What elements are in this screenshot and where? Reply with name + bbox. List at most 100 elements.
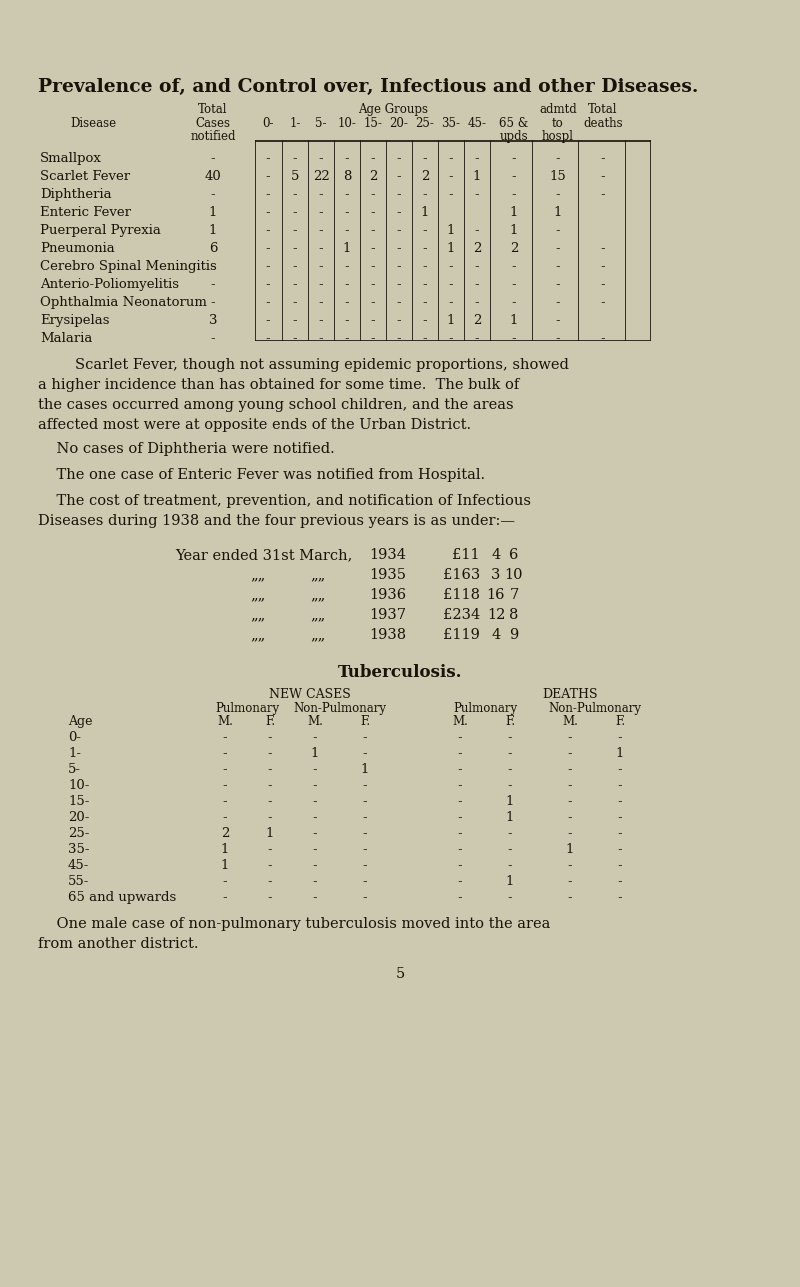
Text: -: - xyxy=(556,242,560,255)
Text: The cost of treatment, prevention, and notification of Infectious: The cost of treatment, prevention, and n… xyxy=(38,494,531,508)
Text: -: - xyxy=(512,296,516,309)
Text: -: - xyxy=(568,828,572,840)
Text: 4: 4 xyxy=(491,628,501,642)
Text: a higher incidence than has obtained for some time.  The bulk of: a higher incidence than has obtained for… xyxy=(38,378,519,393)
Text: 10-: 10- xyxy=(68,779,90,792)
Text: -: - xyxy=(508,843,512,856)
Text: -: - xyxy=(313,779,318,792)
Text: -: - xyxy=(556,152,560,165)
Text: -: - xyxy=(458,891,462,903)
Text: Age Groups: Age Groups xyxy=(358,103,428,116)
Text: -: - xyxy=(293,332,298,345)
Text: 0-: 0- xyxy=(262,117,274,130)
Text: -: - xyxy=(345,296,350,309)
Text: -: - xyxy=(268,843,272,856)
Text: 1: 1 xyxy=(510,314,518,327)
Text: 1: 1 xyxy=(209,224,217,237)
Text: -: - xyxy=(266,188,270,201)
Text: -: - xyxy=(362,858,367,873)
Text: -: - xyxy=(601,278,606,291)
Text: -: - xyxy=(474,278,479,291)
Text: -: - xyxy=(568,731,572,744)
Text: -: - xyxy=(397,224,402,237)
Text: -: - xyxy=(345,278,350,291)
Text: -: - xyxy=(618,811,622,824)
Text: Prevalence of, and Control over, Infectious and other Diseases.: Prevalence of, and Control over, Infecti… xyxy=(38,79,698,97)
Text: affected most were at opposite ends of the Urban District.: affected most were at opposite ends of t… xyxy=(38,418,471,432)
Text: 1935: 1935 xyxy=(370,568,406,582)
Text: -: - xyxy=(318,188,323,201)
Text: Malaria: Malaria xyxy=(40,332,92,345)
Text: 2: 2 xyxy=(369,170,377,183)
Text: -: - xyxy=(370,260,375,273)
Text: -: - xyxy=(370,332,375,345)
Text: -: - xyxy=(458,779,462,792)
Text: -: - xyxy=(268,875,272,888)
Text: 1: 1 xyxy=(510,206,518,219)
Text: Total: Total xyxy=(198,103,228,116)
Text: -: - xyxy=(345,314,350,327)
Text: -: - xyxy=(397,278,402,291)
Text: 2: 2 xyxy=(473,242,481,255)
Text: 45-: 45- xyxy=(68,858,90,873)
Text: Enteric Fever: Enteric Fever xyxy=(40,206,131,219)
Text: M.: M. xyxy=(562,716,578,728)
Text: -: - xyxy=(222,746,227,761)
Text: -: - xyxy=(474,260,479,273)
Text: NEW CASES: NEW CASES xyxy=(269,689,351,701)
Text: -: - xyxy=(556,278,560,291)
Text: -: - xyxy=(458,843,462,856)
Text: -: - xyxy=(397,188,402,201)
Text: -: - xyxy=(397,296,402,309)
Text: 2: 2 xyxy=(421,170,429,183)
Text: 35-: 35- xyxy=(442,117,461,130)
Text: -: - xyxy=(618,843,622,856)
Text: -: - xyxy=(266,278,270,291)
Text: -: - xyxy=(512,332,516,345)
Text: 45-: 45- xyxy=(467,117,486,130)
Text: 1: 1 xyxy=(209,206,217,219)
Text: -: - xyxy=(422,242,427,255)
Text: -: - xyxy=(601,296,606,309)
Text: -: - xyxy=(556,224,560,237)
Text: -: - xyxy=(422,224,427,237)
Text: -: - xyxy=(370,314,375,327)
Text: -: - xyxy=(422,332,427,345)
Text: -: - xyxy=(313,828,318,840)
Text: M.: M. xyxy=(217,716,233,728)
Text: -: - xyxy=(222,795,227,808)
Text: -: - xyxy=(568,891,572,903)
Text: „„: „„ xyxy=(310,588,326,602)
Text: 25-: 25- xyxy=(415,117,434,130)
Text: -: - xyxy=(422,188,427,201)
Text: -: - xyxy=(512,278,516,291)
Text: -: - xyxy=(293,224,298,237)
Text: -: - xyxy=(210,332,215,345)
Text: The one case of Enteric Fever was notified from Hospital.: The one case of Enteric Fever was notifi… xyxy=(38,468,485,483)
Text: -: - xyxy=(222,763,227,776)
Text: -: - xyxy=(345,206,350,219)
Text: the cases occurred among young school children, and the areas: the cases occurred among young school ch… xyxy=(38,398,514,412)
Text: -: - xyxy=(601,332,606,345)
Text: 1934: 1934 xyxy=(370,548,406,562)
Text: 35-: 35- xyxy=(68,843,90,856)
Text: -: - xyxy=(345,224,350,237)
Text: -: - xyxy=(370,206,375,219)
Text: -: - xyxy=(318,314,323,327)
Text: Scarlet Fever: Scarlet Fever xyxy=(40,170,130,183)
Text: 1: 1 xyxy=(343,242,351,255)
Text: -: - xyxy=(313,811,318,824)
Text: 22: 22 xyxy=(313,170,330,183)
Text: to: to xyxy=(552,117,564,130)
Text: -: - xyxy=(397,332,402,345)
Text: -: - xyxy=(293,278,298,291)
Text: -: - xyxy=(318,206,323,219)
Text: -: - xyxy=(397,206,402,219)
Text: -: - xyxy=(313,763,318,776)
Text: -: - xyxy=(508,891,512,903)
Text: hospl: hospl xyxy=(542,130,574,143)
Text: -: - xyxy=(210,296,215,309)
Text: -: - xyxy=(266,242,270,255)
Text: -: - xyxy=(618,858,622,873)
Text: Diphtheria: Diphtheria xyxy=(40,188,112,201)
